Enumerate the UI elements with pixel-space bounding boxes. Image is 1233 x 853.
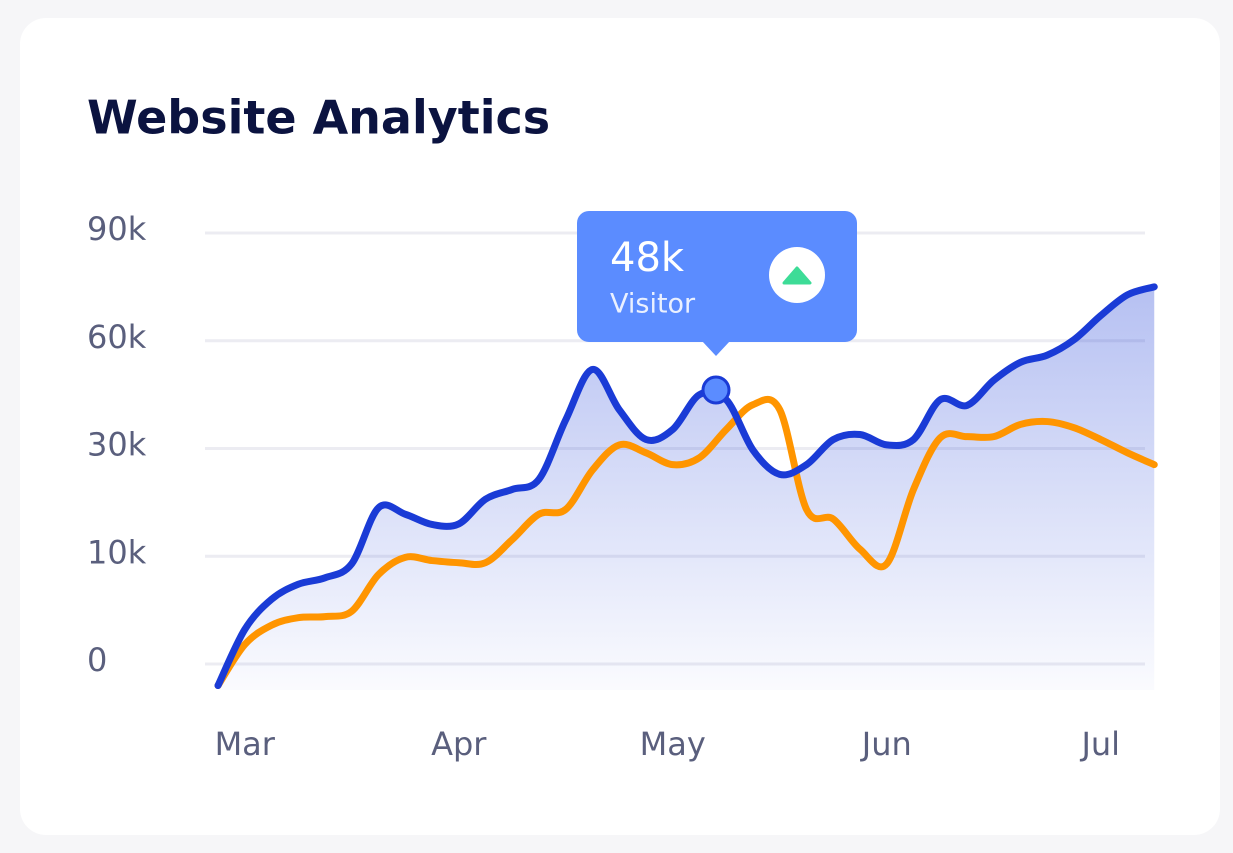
y-tick-label: 30k <box>87 426 147 464</box>
line <box>214 283 1158 690</box>
trend-arrow <box>782 266 812 285</box>
area <box>218 286 1155 690</box>
x-tick-label: Mar <box>215 725 276 763</box>
x-tick-label: May <box>640 725 706 763</box>
chart-title: Website Analytics <box>87 91 550 145</box>
x-tick-label: Jun <box>860 725 912 763</box>
y-tick-label: 60k <box>87 318 147 356</box>
tooltip: 48k Visitor <box>577 211 857 356</box>
line <box>214 395 1158 690</box>
tooltip-pointer <box>702 341 730 356</box>
tooltip-value: 48k <box>610 235 685 281</box>
hover-point <box>701 375 731 405</box>
tooltip-label: Visitor <box>610 289 696 320</box>
y-tick-label: 90k <box>87 210 147 248</box>
x-tick-label: Apr <box>431 725 487 763</box>
plot: 0 10k 30k 60k 90k Mar Apr May Jun Jul <box>87 210 1158 763</box>
y-tick-label: 10k <box>87 533 147 571</box>
tooltip-box <box>577 211 857 342</box>
y-tick-label: 0 <box>87 641 107 679</box>
x-tick-label: Jul <box>1079 725 1120 763</box>
